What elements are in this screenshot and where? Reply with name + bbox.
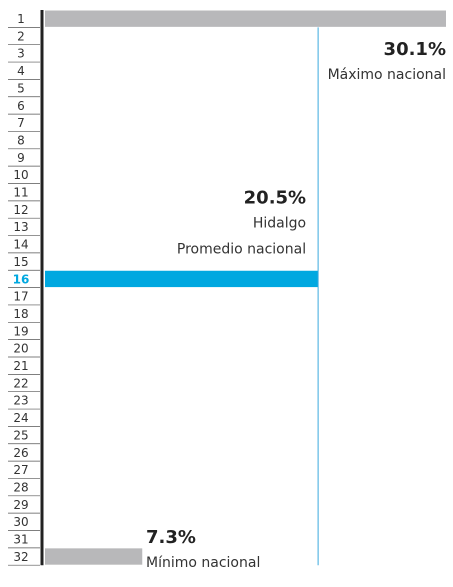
rank-label-24: 24 bbox=[13, 411, 28, 425]
annotation-value-1: 30.1% bbox=[384, 39, 446, 60]
annotation-label-16: Hidalgo bbox=[253, 215, 306, 231]
annotation-value-16: 20.5% bbox=[244, 187, 306, 208]
rank-label-21: 21 bbox=[13, 359, 28, 373]
rank-label-3: 3 bbox=[17, 47, 25, 61]
rank-label-6: 6 bbox=[17, 99, 25, 113]
annotation-label-1: Máximo nacional bbox=[328, 67, 446, 83]
rank-label-7: 7 bbox=[17, 116, 25, 130]
rank-axis: 1234567891011121314151617181920212223242… bbox=[8, 12, 40, 566]
bar-rank-32 bbox=[45, 548, 143, 565]
rank-label-22: 22 bbox=[13, 376, 28, 390]
rank-label-25: 25 bbox=[13, 428, 28, 442]
rank-label-27: 27 bbox=[13, 463, 28, 477]
rank-label-2: 2 bbox=[17, 29, 25, 43]
rank-label-30: 30 bbox=[13, 515, 28, 529]
bar-rank-1 bbox=[45, 10, 446, 27]
rank-label-8: 8 bbox=[17, 133, 25, 147]
rank-label-18: 18 bbox=[13, 307, 28, 321]
rank-label-17: 17 bbox=[13, 290, 28, 304]
rank-label-12: 12 bbox=[13, 203, 28, 217]
annotation-value-32: 7.3% bbox=[146, 527, 196, 548]
rank-label-29: 29 bbox=[13, 498, 28, 512]
rank-label-16: 16 bbox=[13, 272, 30, 286]
rank-label-14: 14 bbox=[13, 238, 28, 252]
rank-label-31: 31 bbox=[13, 533, 28, 547]
rank-label-23: 23 bbox=[13, 394, 28, 408]
rank-label-19: 19 bbox=[13, 324, 28, 338]
rank-label-13: 13 bbox=[13, 220, 28, 234]
rank-label-26: 26 bbox=[13, 446, 28, 460]
annotation-label-32: Mínimo nacional bbox=[146, 555, 260, 571]
rank-label-15: 15 bbox=[13, 255, 28, 269]
bars bbox=[45, 10, 446, 565]
annotation-sublabel-16: Promedio nacional bbox=[177, 241, 306, 257]
annotations: 30.1% Máximo nacional 20.5% Hidalgo Promedio… bbox=[146, 39, 446, 571]
rank-label-4: 4 bbox=[17, 64, 25, 78]
rank-label-5: 5 bbox=[17, 81, 25, 95]
rank-label-20: 20 bbox=[13, 342, 28, 356]
rank-label-28: 28 bbox=[13, 480, 28, 494]
rank-label-11: 11 bbox=[13, 186, 28, 200]
rank-label-9: 9 bbox=[17, 151, 25, 165]
bar-rank-16 bbox=[45, 270, 319, 288]
rank-label-1: 1 bbox=[17, 12, 25, 26]
rank-label-10: 10 bbox=[13, 168, 28, 182]
rank-label-32: 32 bbox=[13, 550, 28, 564]
